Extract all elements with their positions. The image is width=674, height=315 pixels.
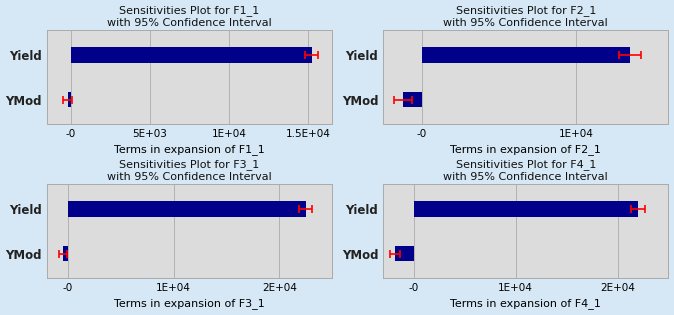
Title: Sensitivities Plot for F3_1
with 95% Confidence Interval: Sensitivities Plot for F3_1 with 95% Con… (107, 160, 272, 182)
Title: Sensitivities Plot for F1_1
with 95% Confidence Interval: Sensitivities Plot for F1_1 with 95% Con… (107, 6, 272, 28)
Bar (63, 246, 68, 261)
Bar (68, 201, 306, 217)
X-axis label: Terms in expansion of F1_1: Terms in expansion of F1_1 (114, 145, 265, 155)
Bar (71, 47, 311, 63)
X-axis label: Terms in expansion of F2_1: Terms in expansion of F2_1 (450, 145, 601, 155)
Bar (422, 47, 630, 63)
Bar (414, 201, 638, 217)
Title: Sensitivities Plot for F2_1
with 95% Confidence Interval: Sensitivities Plot for F2_1 with 95% Con… (443, 6, 608, 28)
X-axis label: Terms in expansion of F4_1: Terms in expansion of F4_1 (450, 299, 601, 309)
Bar (396, 246, 414, 261)
X-axis label: Terms in expansion of F3_1: Terms in expansion of F3_1 (114, 299, 265, 309)
Bar (403, 92, 422, 107)
Title: Sensitivities Plot for F4_1
with 95% Confidence Interval: Sensitivities Plot for F4_1 with 95% Con… (443, 160, 608, 182)
Bar (67, 92, 71, 107)
